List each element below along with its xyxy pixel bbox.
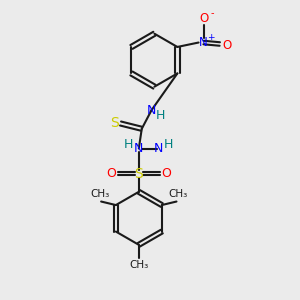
Text: N: N (147, 104, 156, 117)
Text: O: O (199, 13, 208, 26)
Text: CH₃: CH₃ (168, 189, 188, 199)
Text: -: - (210, 8, 214, 18)
Text: N: N (199, 36, 208, 49)
Text: +: + (207, 33, 215, 42)
Text: O: O (162, 167, 171, 180)
Text: S: S (134, 167, 143, 181)
Text: H: H (164, 138, 173, 151)
Text: N: N (154, 142, 163, 155)
Text: O: O (106, 167, 116, 180)
Text: H: H (124, 139, 134, 152)
Text: CH₃: CH₃ (90, 189, 109, 199)
Text: O: O (223, 39, 232, 52)
Text: S: S (110, 116, 118, 130)
Text: N: N (134, 142, 143, 155)
Text: CH₃: CH₃ (129, 260, 148, 270)
Text: H: H (156, 109, 166, 122)
